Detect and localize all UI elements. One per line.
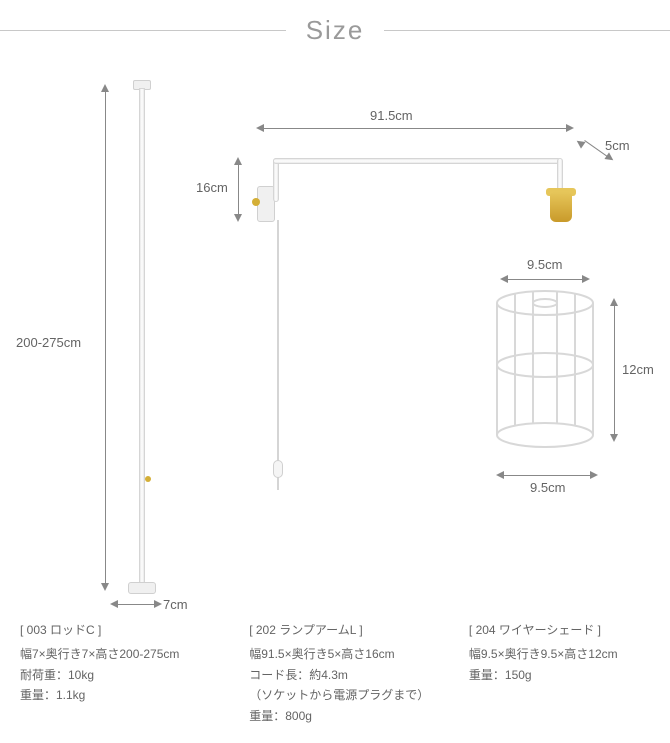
spec-row: [ 003 ロッドC ] 幅7×奥行き7×高さ200-275cm 耐荷重：10k… [0,620,670,726]
label-rod-height: 200-275cm [16,335,81,350]
dim-shade-height-line [614,304,615,436]
header-line-right [384,30,670,31]
spec-rod-dims: 幅7×奥行き7×高さ200-275cm [20,644,239,664]
spec-arm-cord: コード長：約4.3m [249,665,459,685]
spec-arm-title: [ 202 ランプアームL ] [249,620,459,640]
label-arm-width: 91.5cm [370,108,413,123]
arrow-icon [500,275,508,283]
label-arm-height: 16cm [196,180,228,195]
spec-arm: [ 202 ランプアームL ] 幅91.5×奥行き5×高さ16cm コード長：約… [249,620,459,726]
spec-shade: [ 204 ワイヤーシェード ] 幅9.5×奥行き9.5×高さ12cm 重量：1… [469,620,650,726]
label-rod-width: 7cm [163,597,188,612]
label-shade-bottom: 9.5cm [530,480,565,495]
lamp-socket [550,192,572,222]
wire-shade [485,285,605,455]
spec-shade-title: [ 204 ワイヤーシェード ] [469,620,650,640]
spec-shade-weight: 重量：150g [469,665,650,685]
arm-vertical-left [273,158,279,202]
dim-rod-height-line [105,90,106,585]
dim-arm-height-line [238,163,239,216]
label-arm-depth: 5cm [605,138,630,153]
arrow-icon [610,434,618,442]
arrow-icon [496,471,504,479]
label-shade-top: 9.5cm [527,257,562,272]
arrow-icon [590,471,598,479]
dim-shade-bottom-line [502,475,592,476]
spec-rod-load: 耐荷重：10kg [20,665,239,685]
arrow-icon [110,600,118,608]
arrow-icon [234,214,242,222]
arrow-icon [101,583,109,591]
arrow-icon [582,275,590,283]
arm-horizontal [273,158,561,164]
arrow-icon [566,124,574,132]
rod-body [139,88,145,592]
rod-base [128,582,156,594]
lamp-cord [277,220,279,490]
header-title: Size [286,15,385,46]
size-header: Size [0,0,670,60]
arrow-icon [234,157,242,165]
spec-rod: [ 003 ロッドC ] 幅7×奥行き7×高さ200-275cm 耐荷重：10k… [20,620,239,726]
arm-knob [252,198,260,206]
spec-arm-weight: 重量：800g [249,706,459,726]
dim-arm-width-line [262,128,568,129]
label-shade-height: 12cm [622,362,654,377]
arrow-icon [610,298,618,306]
arrow-icon [154,600,162,608]
rod-knob [145,476,151,482]
spec-rod-title: [ 003 ロッドC ] [20,620,239,640]
cord-switch [273,460,283,478]
dim-shade-top-line [507,279,583,280]
arrow-icon [256,124,264,132]
dim-rod-width-line [116,604,156,605]
spec-arm-dims: 幅91.5×奥行き5×高さ16cm [249,644,459,664]
arrow-icon [101,84,109,92]
spec-rod-weight: 重量：1.1kg [20,685,239,705]
header-line-left [0,30,286,31]
spec-shade-dims: 幅9.5×奥行き9.5×高さ12cm [469,644,650,664]
spec-arm-cord-note: （ソケットから電源プラグまで） [249,685,459,705]
diagram-area: 200-275cm 7cm 91.5cm 16cm 5cm [0,60,670,620]
